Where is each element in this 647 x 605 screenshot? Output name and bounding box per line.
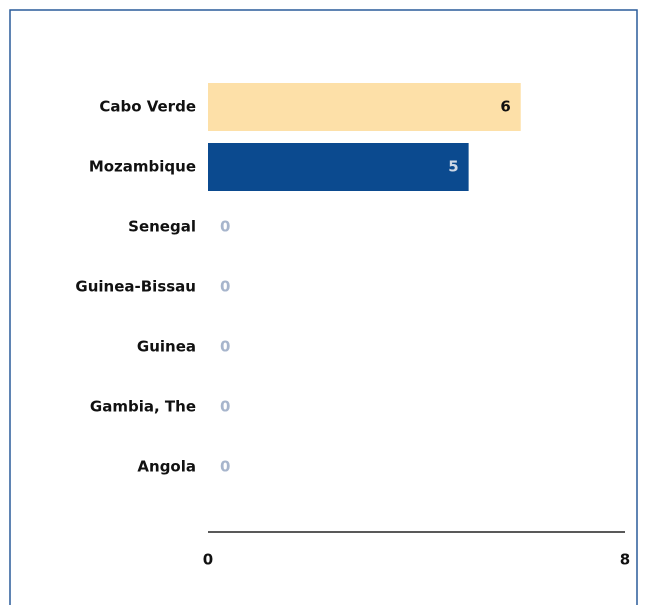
x-tick-label: 0 [203,551,213,569]
frame [9,9,638,605]
value-label: 6 [500,98,510,116]
value-label: 0 [220,398,230,416]
y-tick-label: Guinea-Bissau [75,278,196,296]
value-label: 0 [220,338,230,356]
y-tick-label: Guinea [137,338,196,356]
value-label: 0 [220,218,230,236]
bar [208,143,469,191]
y-tick-label: Cabo Verde [99,98,196,116]
value-label: 0 [220,458,230,476]
bar [208,83,521,131]
y-tick-label: Senegal [128,218,196,236]
x-tick-label: 8 [620,551,630,569]
value-label: 5 [448,158,458,176]
y-tick-label: Gambia, The [90,398,196,416]
y-tick-label: Mozambique [89,158,196,176]
value-label: 0 [220,278,230,296]
y-tick-label: Angola [137,458,196,476]
